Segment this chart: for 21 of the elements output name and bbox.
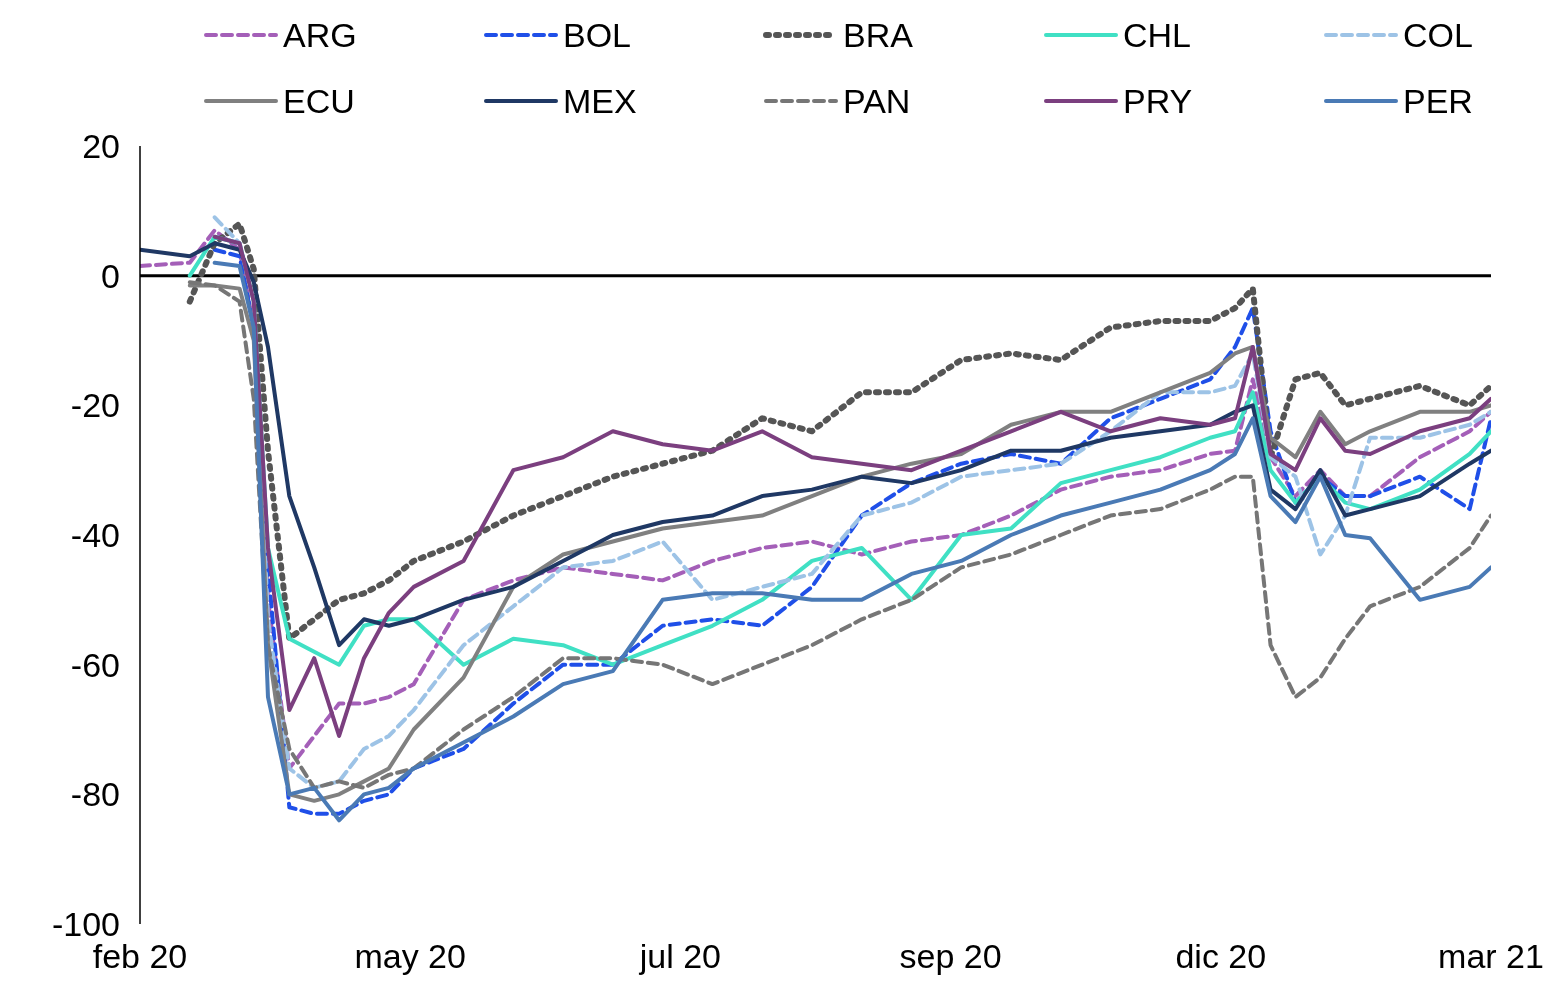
legend-label: PRY (1123, 81, 1193, 121)
legend-label: ECU (283, 81, 355, 121)
legend-label: PAN (843, 81, 911, 121)
x-tick-label: jul 20 (638, 937, 722, 976)
y-tick-label: -40 (70, 516, 120, 555)
legend-label: CHL (1123, 15, 1192, 55)
x-tick-label: dic 20 (1175, 937, 1267, 976)
x-tick-label: sep 20 (899, 937, 1002, 976)
x-tick-label: may 20 (354, 937, 466, 976)
y-tick-label: -60 (70, 645, 120, 684)
y-tick-label: 0 (101, 256, 120, 295)
y-tick-label: -20 (70, 386, 120, 425)
legend-label: MEX (563, 81, 637, 121)
legend-label: PER (1403, 81, 1473, 121)
legend-label: BRA (843, 15, 913, 55)
legend-label: COL (1403, 15, 1473, 55)
legend-label: ARG (283, 15, 357, 55)
x-tick-label: mar 21 (1438, 937, 1544, 976)
y-tick-label: 20 (82, 127, 120, 166)
legend-label: BOL (563, 15, 632, 55)
y-tick-label: -80 (70, 775, 120, 814)
